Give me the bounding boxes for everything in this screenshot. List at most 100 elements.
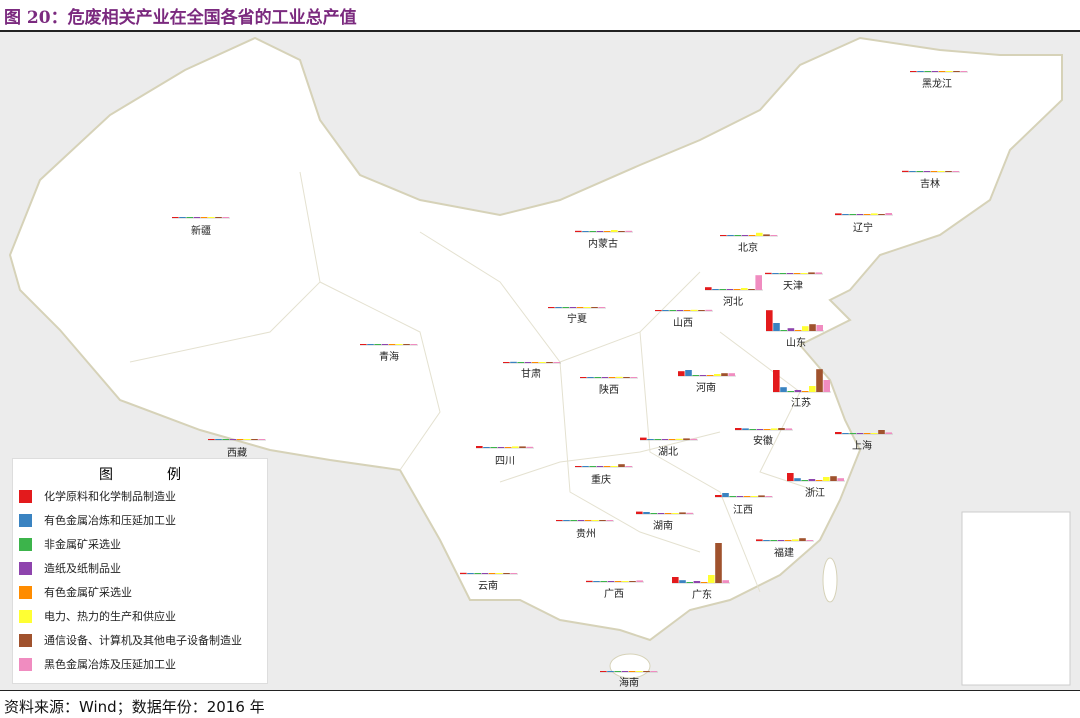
bar-北京-1	[727, 235, 734, 236]
bar-广东-1	[679, 580, 686, 583]
province-label: 海南	[619, 678, 639, 689]
legend-label: 黑色金属冶炼及压延加工业	[44, 658, 176, 671]
bar-湖南-5	[672, 513, 679, 514]
bar-贵州-0	[556, 520, 563, 521]
province-label: 浙江	[805, 488, 825, 499]
bar-河北-1	[712, 289, 719, 290]
bar-贵州-7	[606, 520, 613, 521]
bar-内蒙古-5	[611, 230, 618, 232]
bar-青海-7	[410, 344, 417, 345]
bar-陕西-3	[601, 377, 609, 378]
bar-河北-0	[705, 287, 712, 290]
bar-广东-4	[700, 582, 708, 583]
bar-湖南-2	[650, 513, 657, 514]
bar-吉林-5	[938, 171, 945, 172]
bar-西藏-6	[251, 439, 258, 440]
bar-北京-0	[720, 235, 727, 236]
province-label: 新疆	[191, 226, 211, 237]
bar-广东-5	[708, 575, 715, 583]
bar-山东-7	[816, 325, 823, 331]
bar-西藏-3	[229, 439, 237, 440]
bar-广西-6	[629, 581, 636, 582]
bar-河北-3	[726, 289, 734, 290]
bar-江苏-7	[823, 380, 830, 392]
bar-福建-1	[763, 540, 770, 541]
legend-item: 造纸及纸制品业	[19, 556, 267, 580]
bar-四川-5	[512, 446, 519, 448]
province-label: 重庆	[591, 475, 611, 486]
province-label: 黑龙江	[922, 79, 952, 90]
bar-安徽-4	[763, 429, 771, 430]
legend-label: 非金属矿采选业	[44, 538, 121, 551]
bar-河北-6	[748, 289, 755, 290]
bar-湖南-0	[636, 511, 643, 514]
bar-江苏-0	[773, 370, 780, 392]
bar-贵州-1	[563, 520, 570, 521]
bar-山东-0	[766, 310, 773, 331]
bar-海南-2	[614, 671, 621, 672]
bar-内蒙古-1	[582, 231, 589, 232]
bar-重庆-7	[625, 466, 632, 467]
bar-上海-6	[878, 430, 885, 434]
bar-湖南-6	[679, 512, 686, 514]
bar-内蒙古-7	[625, 230, 632, 232]
bar-甘肃-6	[546, 362, 553, 363]
bar-湖北-1	[647, 439, 654, 440]
province-label: 辽宁	[853, 223, 873, 234]
bar-福建-6	[799, 538, 806, 541]
bar-辽宁-2	[849, 214, 856, 215]
legend-label: 造纸及纸制品业	[44, 562, 121, 575]
taiwan-island	[822, 557, 838, 603]
bar-浙江-4	[815, 480, 823, 481]
bar-甘肃-2	[517, 362, 524, 363]
bar-辽宁-7	[885, 213, 892, 215]
bar-河北-4	[733, 289, 741, 290]
bar-新疆-2	[186, 217, 193, 218]
bar-广东-2	[686, 582, 693, 583]
bar-青海-2	[374, 344, 381, 345]
bar-吉林-3	[923, 171, 931, 172]
bar-天津-3	[786, 273, 794, 274]
bar-重庆-0	[575, 466, 582, 467]
bar-甘肃-1	[510, 361, 517, 363]
bar-山西-0	[655, 310, 662, 311]
province-label: 山西	[673, 318, 693, 329]
bar-浙江-1	[794, 478, 801, 481]
bar-吉林-6	[945, 171, 952, 172]
bar-陕西-0	[580, 377, 587, 378]
bar-黑龙江-7	[960, 71, 967, 72]
bar-广东-0	[672, 577, 679, 583]
bar-辽宁-0	[835, 213, 842, 215]
bar-北京-7	[770, 235, 777, 236]
province-label: 广东	[692, 590, 712, 601]
bar-山东-5	[802, 326, 809, 331]
bar-重庆-1	[582, 466, 589, 467]
bar-黑龙江-1	[917, 71, 924, 72]
bar-山东-6	[809, 324, 816, 331]
bar-北京-2	[734, 235, 741, 236]
bar-辽宁-3	[856, 214, 864, 215]
top-rule	[0, 30, 1080, 32]
bar-天津-4	[793, 273, 801, 274]
bar-河南-6	[721, 373, 728, 376]
bar-四川-7	[526, 446, 533, 448]
bar-重庆-5	[611, 466, 618, 467]
bar-山西-1	[662, 310, 669, 311]
bar-江苏-5	[809, 386, 816, 392]
bar-广东-3	[693, 581, 701, 583]
bar-云南-1	[467, 573, 474, 574]
bar-内蒙古-4	[603, 231, 611, 232]
bar-云南-7	[510, 573, 517, 574]
bar-广西-1	[593, 581, 600, 582]
bar-四川-1	[483, 447, 490, 448]
bar-安徽-6	[778, 428, 785, 430]
bar-重庆-6	[618, 464, 625, 467]
legend-label: 电力、热力的生产和供应业	[44, 610, 176, 623]
province-label: 北京	[738, 243, 758, 254]
legend-item: 有色金属冶炼和压延加工业	[19, 508, 267, 532]
province-label: 湖南	[653, 521, 673, 532]
bar-上海-3	[856, 433, 864, 434]
bar-山东-1	[773, 323, 780, 331]
bar-新疆-4	[200, 217, 208, 218]
legend-item: 有色金属矿采选业	[19, 580, 267, 604]
